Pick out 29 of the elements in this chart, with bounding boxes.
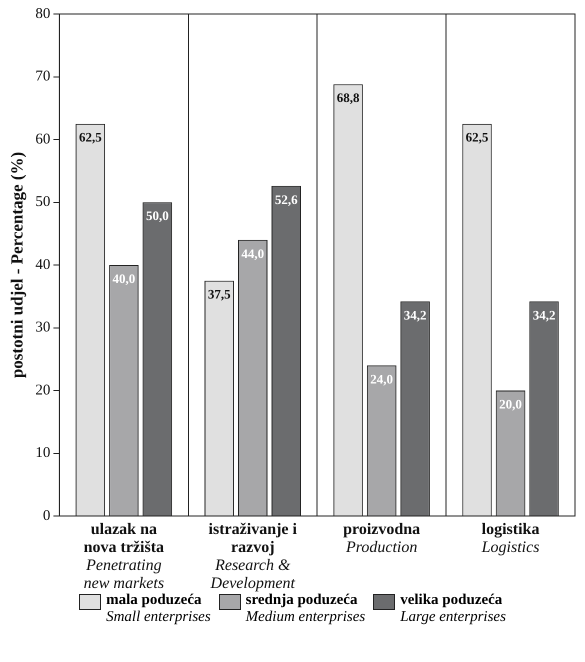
y-tick-label: 20 bbox=[35, 382, 50, 398]
x-tick-label: proizvodna Production bbox=[343, 521, 420, 556]
y-tick-label: 10 bbox=[35, 445, 50, 462]
data-label: 68,8 bbox=[336, 90, 360, 106]
x-tick-label: istraživanje i razvoj Research & Development bbox=[208, 521, 298, 592]
y-tick-label: 0 bbox=[42, 508, 50, 524]
x-tick-label: ulazak na nova tržišta Penetrating new markets bbox=[84, 521, 164, 592]
y-tick-label: 80 bbox=[35, 6, 50, 22]
data-label: 24,0 bbox=[370, 371, 394, 386]
data-label: 37,5 bbox=[208, 286, 232, 302]
data-label: 62,5 bbox=[466, 130, 489, 145]
data-label: 44,0 bbox=[241, 246, 264, 261]
legend-label: srednja poduzeća Medium enterprises bbox=[246, 592, 366, 626]
y-tick-label: 70 bbox=[35, 68, 50, 85]
legend-label: velika poduzeća Large enterprises bbox=[400, 592, 506, 626]
data-label: 20,0 bbox=[499, 396, 522, 412]
y-tick-label: 60 bbox=[35, 131, 50, 148]
y-axis-title: postotni udjel - Percentage (%) bbox=[8, 152, 27, 378]
data-label: 52,6 bbox=[274, 192, 298, 207]
data-label: 40,0 bbox=[112, 270, 136, 286]
y-tick-label: 50 bbox=[35, 194, 50, 210]
data-label: 62,5 bbox=[78, 130, 102, 145]
y-tick-label: 40 bbox=[35, 256, 50, 273]
data-label: 34,2 bbox=[532, 307, 556, 322]
legend-label: mala poduzeća Small enterprises bbox=[106, 592, 211, 626]
y-tick-label: 30 bbox=[35, 320, 50, 336]
data-label: 50,0 bbox=[146, 208, 169, 224]
data-label: 34,2 bbox=[404, 307, 427, 322]
x-tick-label: logistika Logistics bbox=[480, 521, 540, 556]
